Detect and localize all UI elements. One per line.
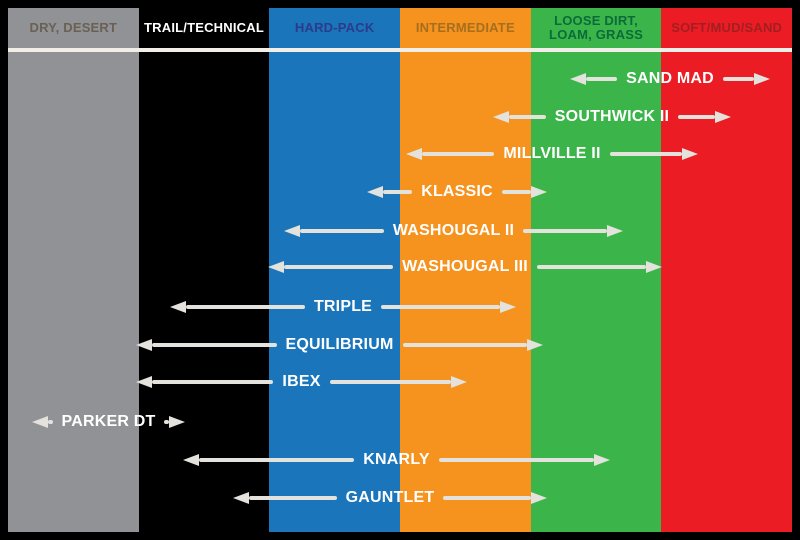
tire-range-knarly: KNARLY bbox=[183, 448, 610, 472]
tire-range-washougal-iii: WASHOUGAL III bbox=[268, 255, 662, 279]
tire-range-sand-mad: SAND MAD bbox=[570, 67, 771, 91]
arrow-line bbox=[329, 380, 451, 384]
tire-label-sand-mad: SAND MAD bbox=[626, 70, 714, 87]
arrow-left-icon bbox=[136, 376, 152, 388]
arrow-line bbox=[523, 229, 608, 233]
arrow-right-icon bbox=[646, 261, 662, 273]
arrow-line bbox=[536, 265, 646, 269]
tire-label-gauntlet: GAUNTLET bbox=[345, 489, 435, 506]
terrain-column-trail-technical: TRAIL/TECHNICAL bbox=[138, 8, 270, 532]
terrain-header-intermediate: INTERMEDIATE bbox=[415, 20, 515, 36]
arrow-left-icon bbox=[268, 261, 284, 273]
tire-range-triple: TRIPLE bbox=[170, 295, 516, 319]
tire-range-ibex: IBEX bbox=[136, 370, 467, 394]
arrow-left-icon bbox=[493, 111, 509, 123]
arrow-right-icon bbox=[531, 186, 548, 198]
terrain-column-dry-desert: DRY, DESERT bbox=[8, 8, 139, 532]
arrow-line bbox=[199, 458, 355, 462]
terrain-header-soft-mud-sand: SOFT/MUD/SAND bbox=[671, 20, 783, 36]
arrow-left-icon bbox=[570, 73, 586, 85]
arrow-left-icon bbox=[183, 454, 199, 466]
tire-label-equilibrium: EQUILIBRIUM bbox=[285, 336, 394, 353]
arrow-right-icon bbox=[594, 454, 610, 466]
terrain-column-intermediate: INTERMEDIATE bbox=[400, 8, 531, 532]
arrow-line bbox=[300, 229, 384, 233]
arrow-line bbox=[381, 305, 500, 309]
arrow-left-icon bbox=[367, 186, 383, 198]
tire-label-parker-dt: PARKER DT bbox=[61, 413, 156, 430]
tire-label-washougal-ii: WASHOUGAL II bbox=[392, 222, 515, 239]
arrow-left-icon bbox=[284, 225, 300, 237]
arrow-line bbox=[402, 343, 528, 347]
arrow-right-icon bbox=[607, 225, 624, 237]
tire-label-washougal-iii: WASHOUGAL III bbox=[402, 258, 528, 275]
tire-range-washougal-ii: WASHOUGAL II bbox=[284, 219, 624, 243]
arrow-line bbox=[249, 496, 337, 500]
arrow-right-icon bbox=[531, 492, 548, 504]
arrow-line bbox=[152, 343, 277, 347]
tire-rows: SAND MAD SOUTHWICK II MILLVILLE II KLASSIC W… bbox=[8, 8, 792, 532]
arrow-line bbox=[586, 77, 618, 81]
terrain-header-hard-pack: HARD-PACK bbox=[294, 20, 375, 36]
tire-range-parker-dt: PARKER DT bbox=[32, 410, 186, 434]
arrow-line bbox=[284, 265, 394, 269]
arrow-left-icon bbox=[32, 416, 48, 428]
arrow-left-icon bbox=[170, 301, 186, 313]
tire-range-equilibrium: EQUILIBRIUM bbox=[136, 333, 544, 357]
terrain-header-loose-dirt-loam-grass: LOOSE DIRT, LOAM, GRASS bbox=[549, 13, 643, 42]
tire-label-knarly: KNARLY bbox=[363, 451, 430, 468]
tire-label-southwick-ii: SOUTHWICK II bbox=[554, 108, 670, 125]
arrow-line bbox=[422, 152, 495, 156]
terrain-columns: DRY, DESERT TRAIL/TECHNICAL HARD-PACK INTER… bbox=[8, 8, 793, 532]
arrow-right-icon bbox=[527, 339, 544, 351]
tire-label-millville-ii: MILLVILLE II bbox=[503, 145, 601, 162]
arrow-line bbox=[609, 152, 682, 156]
arrow-line bbox=[383, 190, 413, 194]
arrow-line bbox=[438, 458, 594, 462]
terrain-column-loose-dirt-loam-grass: LOOSE DIRT, LOAM, GRASS bbox=[530, 8, 662, 532]
chart-content: DRY, DESERT TRAIL/TECHNICAL HARD-PACK INTER… bbox=[8, 8, 793, 532]
tire-label-triple: TRIPLE bbox=[313, 298, 373, 315]
arrow-line bbox=[501, 190, 532, 194]
arrow-right-icon bbox=[169, 416, 186, 428]
arrow-line bbox=[152, 380, 274, 384]
arrow-line bbox=[509, 115, 546, 119]
arrow-left-icon bbox=[136, 339, 152, 351]
arrow-line bbox=[722, 77, 755, 81]
tire-label-klassic: KLASSIC bbox=[421, 183, 493, 200]
tire-range-millville-ii: MILLVILLE II bbox=[406, 142, 698, 166]
arrow-line bbox=[48, 420, 53, 424]
terrain-column-soft-mud-sand: SOFT/MUD/SAND bbox=[661, 8, 793, 532]
arrow-line bbox=[443, 496, 532, 500]
tire-label-ibex: IBEX bbox=[282, 373, 321, 390]
arrow-line bbox=[164, 420, 170, 424]
tire-range-southwick-ii: SOUTHWICK II bbox=[493, 105, 731, 129]
arrow-line bbox=[678, 115, 715, 119]
arrow-right-icon bbox=[682, 148, 698, 160]
arrow-line bbox=[186, 305, 305, 309]
tire-range-klassic: KLASSIC bbox=[367, 180, 548, 204]
tire-range-gauntlet: GAUNTLET bbox=[233, 486, 548, 510]
terrain-header-trail-technical: TRAIL/TECHNICAL bbox=[144, 20, 264, 36]
arrow-right-icon bbox=[451, 376, 467, 388]
terrain-column-hard-pack: HARD-PACK bbox=[269, 8, 401, 532]
arrow-right-icon bbox=[500, 301, 516, 313]
terrain-header-dry-desert: DRY, DESERT bbox=[29, 20, 118, 36]
header-divider-line bbox=[8, 48, 792, 52]
arrow-right-icon bbox=[754, 73, 771, 85]
arrow-right-icon bbox=[715, 111, 731, 123]
arrow-left-icon bbox=[233, 492, 249, 504]
arrow-left-icon bbox=[406, 148, 422, 160]
